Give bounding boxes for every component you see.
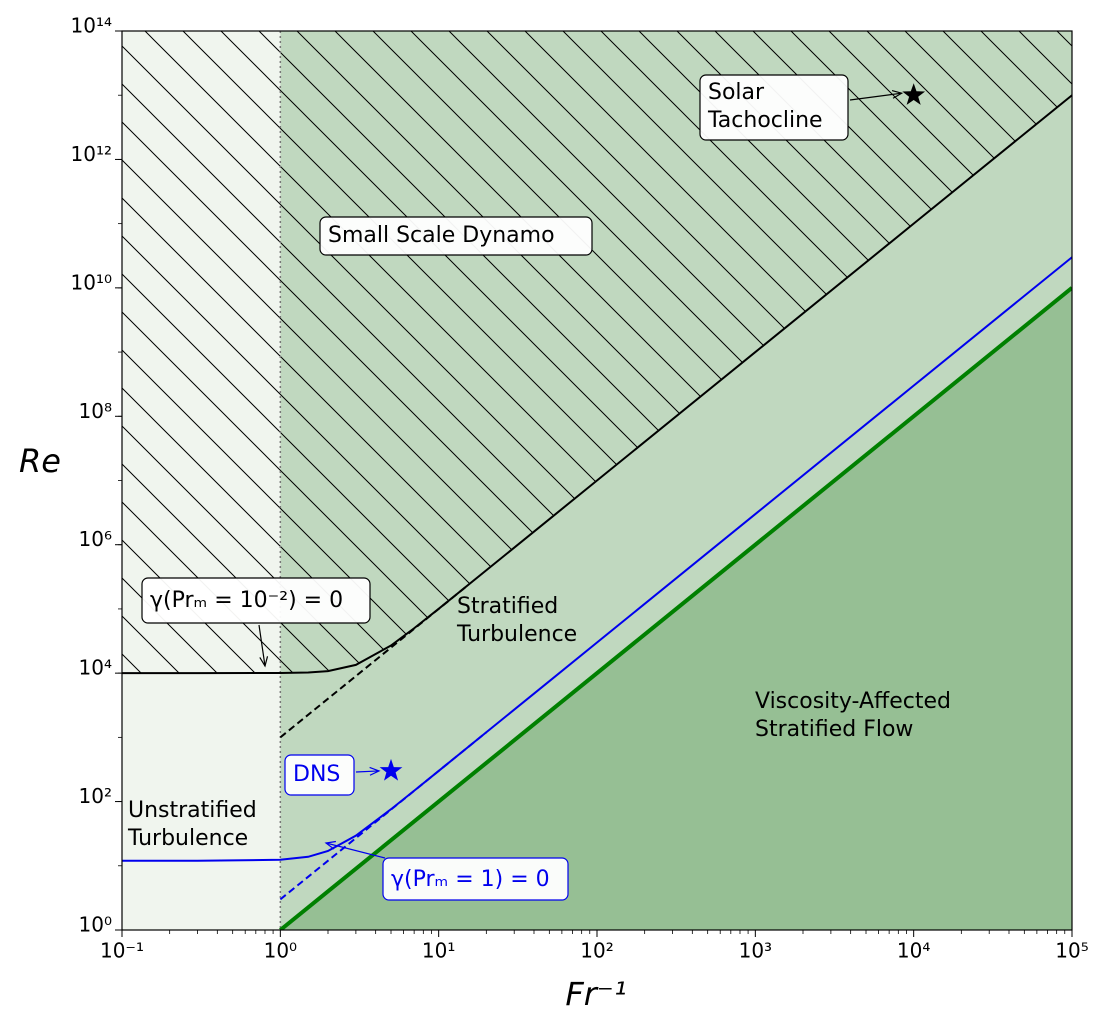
annotation-text: Viscosity-Affected [755, 689, 951, 714]
annotation-text: Turbulence [456, 622, 577, 647]
curve [122, 256, 1072, 862]
curve [279, 731, 487, 901]
x-axis-label: Fr⁻¹ [565, 975, 626, 1013]
y-tick-label: 10² [79, 784, 112, 808]
x-tick-label: 10⁵ [1055, 939, 1088, 963]
y-tick-label: 10⁸ [79, 399, 112, 423]
annotation-text: Small Scale Dynamo [328, 223, 555, 248]
annotation-text: Solar [708, 80, 765, 105]
annotation-text: Tachocline [707, 108, 823, 133]
annotation-text: Unstratified [128, 798, 257, 823]
y-tick-label: 10¹⁰ [71, 270, 112, 294]
arrow-head [891, 89, 904, 99]
annotation-box [319, 216, 593, 256]
curve [279, 286, 1072, 930]
dynamo-region [122, 31, 1072, 674]
x-tick-label: 10² [580, 939, 613, 963]
annotation-arrow [355, 770, 380, 773]
annotation-box [141, 577, 371, 624]
annotation-text: γ(Prₘ = 10⁻²) = 0 [150, 588, 343, 613]
annotation-text: Stratified Flow [755, 717, 913, 742]
plot-area [122, 31, 1072, 930]
annotation-text: Stratified [457, 594, 558, 619]
x-tick-label: 10³ [739, 939, 772, 963]
star-marker [379, 758, 403, 781]
annotation-arrow [849, 92, 902, 101]
x-tick-label: 10⁻¹ [100, 939, 144, 963]
arrow-head [369, 766, 381, 776]
arrow-head [324, 840, 336, 850]
y-tick-label: 10⁰ [79, 913, 112, 937]
annotation-box [699, 74, 849, 141]
annotation-arrow [258, 624, 266, 667]
star-marker [902, 83, 926, 105]
arrow-head [259, 656, 269, 668]
x-tick-label: 10¹ [422, 939, 455, 963]
y-axis-label: Re [19, 442, 61, 480]
annotation-box [284, 754, 355, 796]
curve [279, 585, 468, 739]
x-tick-label: 10⁴ [897, 939, 930, 963]
curve [122, 94, 1072, 675]
y-tick-label: 10¹⁴ [71, 14, 112, 38]
y-tick-label: 10⁴ [79, 656, 112, 680]
annotation-box [382, 857, 569, 901]
y-tick-label: 10⁶ [79, 527, 112, 551]
x-tick-label: 10⁰ [264, 939, 297, 963]
annotation-text: γ(Prₘ = 1) = 0 [391, 867, 550, 892]
annotation-text: DNS [293, 762, 340, 787]
annotation-arrow [325, 842, 386, 859]
y-tick-label: 10¹² [71, 142, 112, 166]
annotation-text: Turbulence [127, 826, 248, 851]
